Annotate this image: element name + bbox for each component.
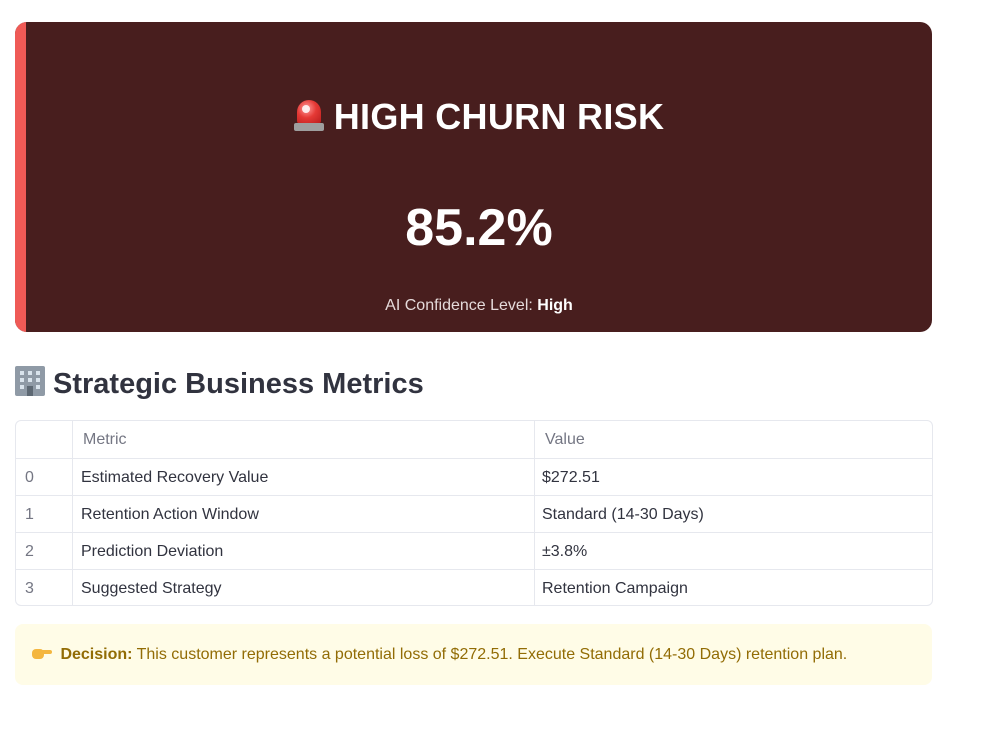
value-cell[interactable]: Retention Campaign <box>542 580 688 597</box>
metric-cell[interactable]: Retention Action Window <box>73 496 535 533</box>
value-cell[interactable]: Standard (14-30 Days) <box>542 506 704 523</box>
table-header-row: Metric Value <box>16 421 932 458</box>
row-index[interactable]: 2 <box>16 533 73 570</box>
risk-accent-bar <box>15 22 26 332</box>
confidence-label: AI Confidence Level: <box>385 297 533 314</box>
value-cell[interactable]: $272.51 <box>542 469 600 486</box>
row-index[interactable]: 0 <box>16 459 73 496</box>
metric-cell[interactable]: Prediction Deviation <box>73 533 535 570</box>
risk-title: HIGH CHURN RISK <box>26 96 932 138</box>
churn-probability: 85.2% <box>405 199 553 257</box>
row-index[interactable]: 1 <box>16 496 73 533</box>
confidence-value: High <box>537 297 573 314</box>
table-row: 2 Prediction Deviation ±3.8% <box>16 532 932 570</box>
churn-risk-card: HIGH CHURN RISK 85.2% AI Confidence Leve… <box>15 22 932 332</box>
metric-cell[interactable]: Suggested Strategy <box>73 570 535 605</box>
decision-banner: Decision: This customer represents a pot… <box>15 624 932 685</box>
siren-icon <box>293 98 324 132</box>
confidence-level: AI Confidence Level: High <box>26 297 932 315</box>
risk-title-text: HIGH CHURN RISK <box>333 96 665 137</box>
metrics-table[interactable]: Metric Value 0 Estimated Recovery Value … <box>15 420 933 606</box>
metrics-section-title: Strategic Business Metrics <box>15 366 424 401</box>
column-header-value[interactable]: Value <box>545 431 585 448</box>
decision-text: This customer represents a potential los… <box>136 646 848 663</box>
column-header-metric[interactable]: Metric <box>73 421 535 458</box>
column-header-index[interactable] <box>16 421 73 458</box>
metric-cell[interactable]: Estimated Recovery Value <box>73 459 535 496</box>
value-cell[interactable]: ±3.8% <box>542 543 588 560</box>
office-building-icon <box>15 366 45 396</box>
row-index[interactable]: 3 <box>16 570 73 605</box>
table-row: 1 Retention Action Window Standard (14-3… <box>16 495 932 533</box>
decision-label: Decision: <box>60 646 133 663</box>
pointing-hand-icon <box>32 646 52 660</box>
table-row: 0 Estimated Recovery Value $272.51 <box>16 458 932 496</box>
metrics-section-title-text: Strategic Business Metrics <box>53 368 424 400</box>
table-row: 3 Suggested Strategy Retention Campaign <box>16 569 932 605</box>
